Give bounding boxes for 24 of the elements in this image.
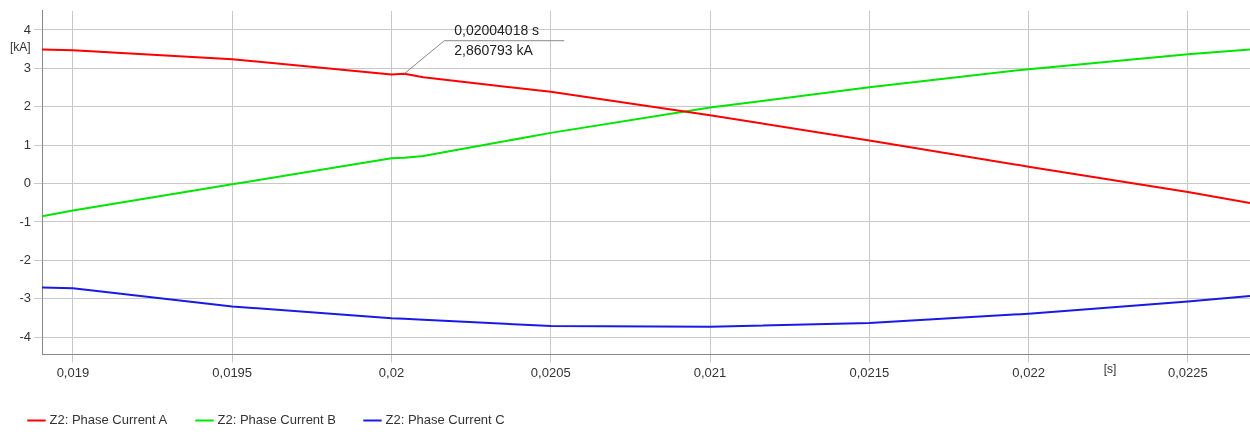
x-tick-label: 0,019	[56, 364, 90, 380]
annotation: 2,860793 kA	[454, 41, 534, 58]
x-tick-label: 0,022	[1012, 364, 1045, 380]
x-tick-label: 0,0205	[530, 364, 571, 380]
y-axis-title: [kA]	[10, 39, 31, 54]
x-axis-title: [s]	[1103, 361, 1117, 376]
x-tick-label: 0,0225	[1168, 364, 1208, 380]
annotation: 0,02004018 s	[454, 21, 540, 38]
y-tick-label: 0	[23, 175, 31, 191]
y-tick-label: -1	[19, 213, 31, 229]
y-tick-label: -3	[19, 290, 31, 306]
y-tick-label: -4	[19, 328, 31, 344]
legend-label: Z2: Phase Current A	[49, 412, 168, 428]
x-tick-label: 0,0215	[849, 364, 890, 380]
legend-label: Z2: Phase Current B	[217, 412, 336, 428]
x-tick-label: 0,02	[378, 364, 405, 380]
y-tick-label: 3	[23, 59, 31, 75]
y-tick-label: 4	[23, 21, 31, 37]
y-tick-label: 2	[23, 98, 31, 114]
x-tick-label: 0,021	[693, 364, 727, 380]
y-tick-label: -2	[19, 251, 31, 267]
legend-label: Z2: Phase Current C	[385, 412, 505, 428]
y-tick-label: 1	[23, 136, 31, 152]
x-tick-label: 0,0195	[212, 364, 253, 380]
